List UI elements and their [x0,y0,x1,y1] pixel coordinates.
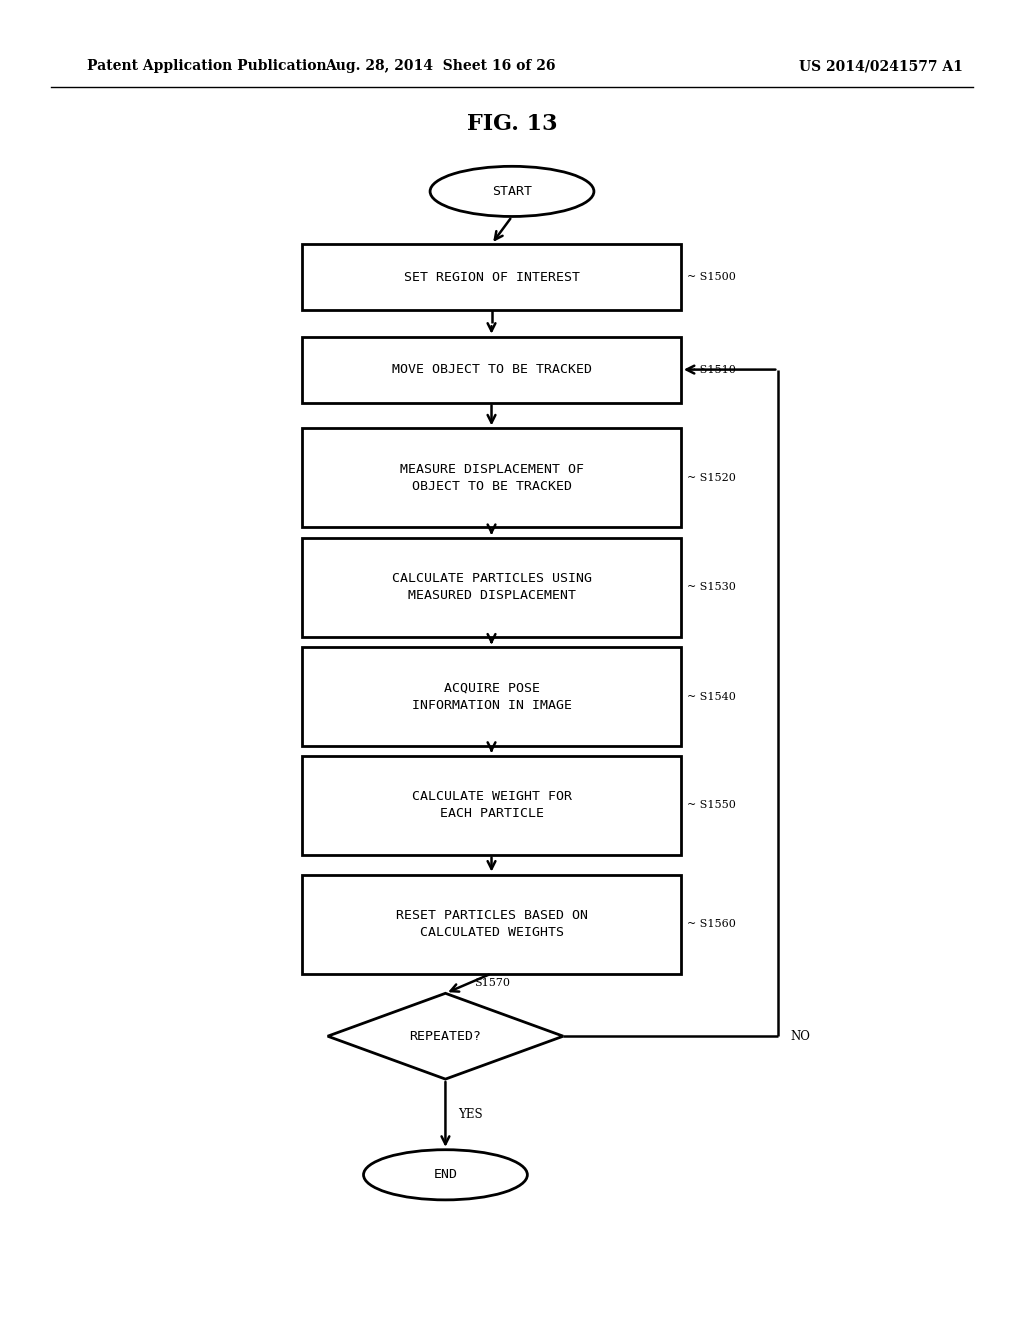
Text: NO: NO [791,1030,810,1043]
Text: SET REGION OF INTEREST: SET REGION OF INTEREST [403,271,580,284]
Text: Patent Application Publication: Patent Application Publication [87,59,327,73]
Bar [302,874,681,974]
Polygon shape [328,993,563,1080]
Text: US 2014/0241577 A1: US 2014/0241577 A1 [799,59,963,73]
Bar [302,337,681,403]
Text: MOVE OBJECT TO BE TRACKED: MOVE OBJECT TO BE TRACKED [391,363,592,376]
Text: END: END [433,1168,458,1181]
Bar [302,537,681,636]
Ellipse shape [364,1150,527,1200]
Bar [302,755,681,855]
Text: RESET PARTICLES BASED ON
CALCULATED WEIGHTS: RESET PARTICLES BASED ON CALCULATED WEIG… [395,909,588,939]
Text: CALCULATE WEIGHT FOR
EACH PARTICLE: CALCULATE WEIGHT FOR EACH PARTICLE [412,791,571,820]
Bar [302,428,681,527]
Text: MEASURE DISPLACEMENT OF
OBJECT TO BE TRACKED: MEASURE DISPLACEMENT OF OBJECT TO BE TRA… [399,463,584,492]
Text: S1570: S1570 [474,978,510,987]
Text: ~ S1510: ~ S1510 [687,364,736,375]
Text: START: START [492,185,532,198]
Text: ~ S1520: ~ S1520 [687,473,736,483]
Text: FIG. 13: FIG. 13 [467,114,557,135]
Text: ACQUIRE POSE
INFORMATION IN IMAGE: ACQUIRE POSE INFORMATION IN IMAGE [412,682,571,711]
Text: REPEATED?: REPEATED? [410,1030,481,1043]
Bar [302,648,681,747]
Ellipse shape [430,166,594,216]
Text: ~ S1540: ~ S1540 [687,692,736,702]
Text: ~ S1530: ~ S1530 [687,582,736,593]
Text: CALCULATE PARTICLES USING
MEASURED DISPLACEMENT: CALCULATE PARTICLES USING MEASURED DISPL… [391,573,592,602]
Text: YES: YES [458,1107,482,1121]
Text: ~ S1500: ~ S1500 [687,272,736,282]
Text: Aug. 28, 2014  Sheet 16 of 26: Aug. 28, 2014 Sheet 16 of 26 [325,59,556,73]
Text: ~ S1550: ~ S1550 [687,800,736,810]
Text: ~ S1560: ~ S1560 [687,919,736,929]
Bar [302,244,681,310]
